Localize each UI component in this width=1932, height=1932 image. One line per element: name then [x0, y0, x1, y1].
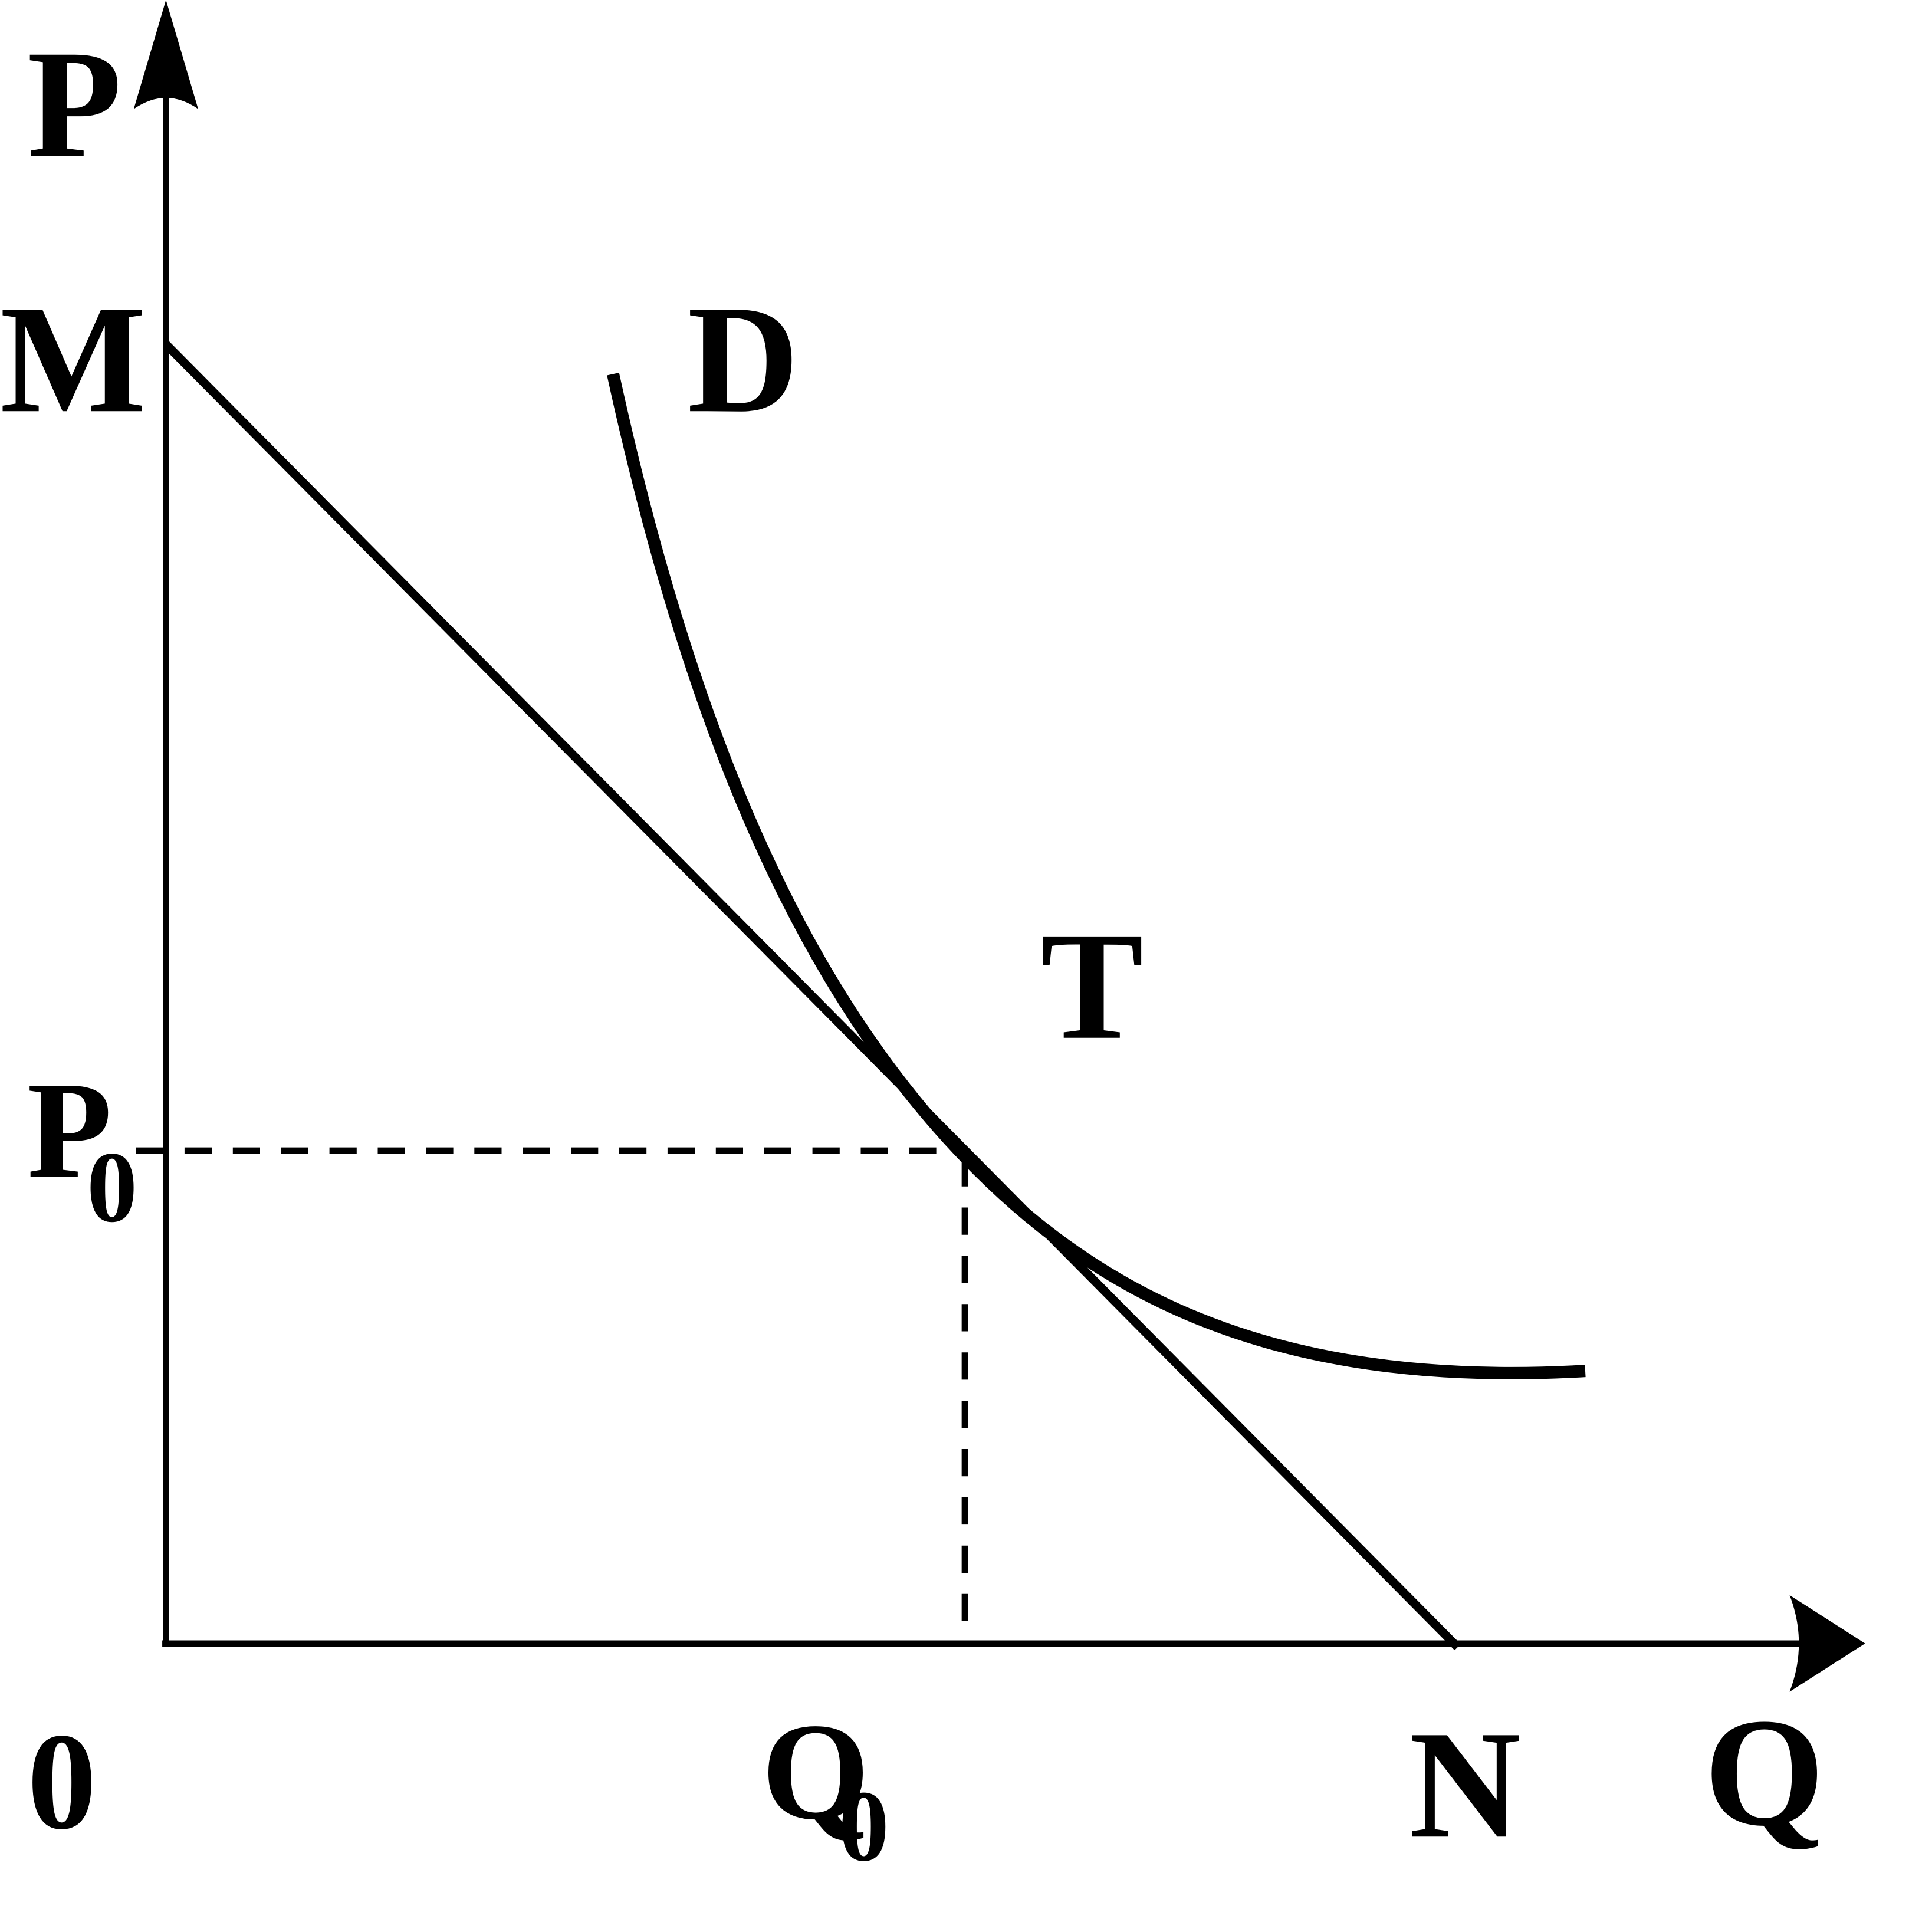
line-mn: [163, 341, 1461, 1651]
q0-subscript: 0: [839, 1770, 889, 1882]
q-axis-arrow: [1789, 1595, 1865, 1692]
n-label: N: [1409, 1698, 1522, 1870]
p0-label: P: [27, 1053, 112, 1207]
q0-label: Q: [762, 1694, 870, 1848]
origin-label: 0: [27, 1704, 97, 1858]
m-label: M: [0, 273, 146, 445]
d-label: D: [688, 273, 800, 445]
demand-curve: [607, 372, 1586, 1379]
p-axis-label: P: [27, 18, 121, 190]
q-axis-label: Q: [1704, 1686, 1825, 1858]
p0-subscript: 0: [87, 1132, 137, 1244]
t-label: T: [1040, 900, 1144, 1072]
p-axis-arrow: [133, 0, 198, 109]
